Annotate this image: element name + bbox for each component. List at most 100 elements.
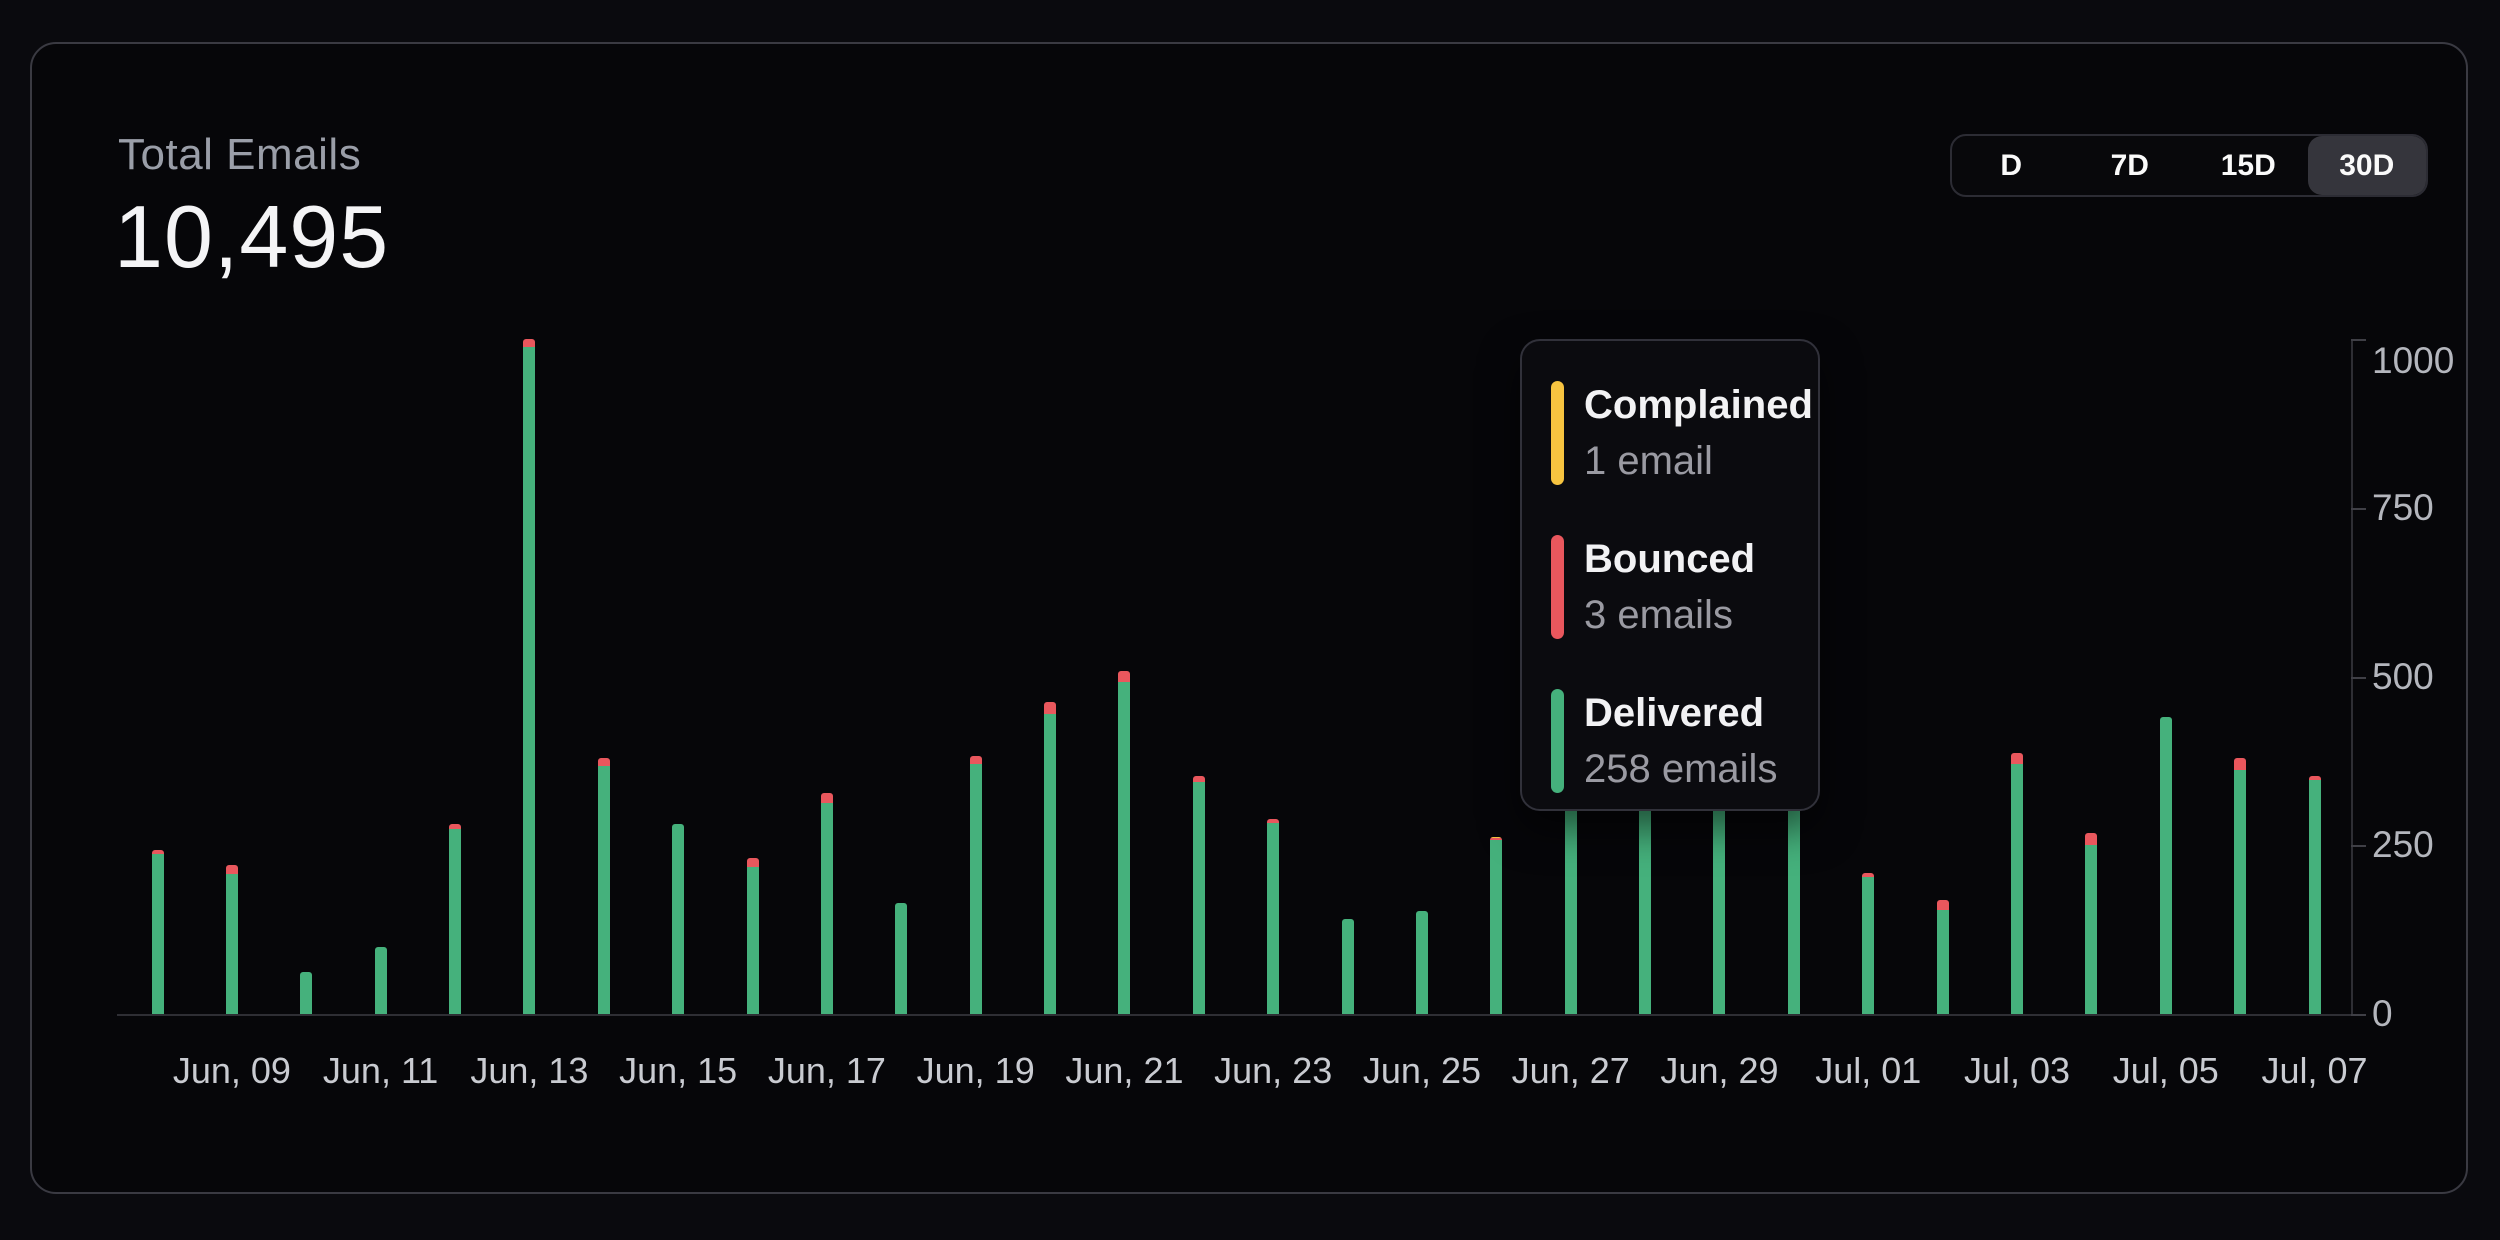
y-tick-mark [2351, 339, 2366, 341]
bar-segment-delivered [1192, 782, 1205, 1014]
bar-segment-delivered [449, 829, 462, 1014]
bar-segment-bounced [1490, 837, 1503, 840]
chart-tooltip: Complained 1 email Bounced 3 emails Delivere… [1520, 339, 1820, 811]
y-tick-label: 1000 [2372, 340, 2455, 381]
bar-segment-delivered [895, 903, 908, 1014]
bar-jun-09[interactable] [225, 864, 238, 1014]
bar-segment-delivered [1267, 822, 1280, 1014]
bar-segment-delivered [1490, 839, 1503, 1014]
bar-jun-13[interactable] [523, 339, 536, 1014]
bar-segment-bounced [1267, 818, 1280, 823]
bar-jun-11[interactable] [374, 947, 387, 1014]
tooltip-series-label: Bounced [1584, 537, 1756, 581]
bar-segment-delivered [2308, 779, 2321, 1014]
x-axis-line [117, 1014, 2353, 1016]
delivered-swatch-icon [1551, 689, 1564, 793]
tooltip-series-label: Complained [1584, 383, 1813, 427]
bar-segment-delivered [374, 947, 387, 1014]
x-tick-label: Jun, 27 [1511, 1050, 1630, 1091]
bar-jul-03[interactable] [2011, 752, 2023, 1014]
x-tick-label: Jul, 01 [1815, 1050, 1922, 1091]
bar-jun-17[interactable] [820, 793, 833, 1014]
bar-segment-bounced [523, 339, 536, 348]
bar-jul-04[interactable] [2085, 833, 2098, 1014]
bar-segment-bounced [820, 793, 833, 804]
bar-segment-delivered [1044, 714, 1057, 1014]
bar-jun-08[interactable] [151, 849, 164, 1014]
bar-segment-bounced [2085, 833, 2098, 846]
bar-segment-delivered [1936, 910, 1949, 1014]
bar-jun-19[interactable] [969, 756, 982, 1014]
bar-segment-delivered [1118, 681, 1131, 1014]
range-option-7d[interactable]: 7D [2071, 136, 2190, 195]
x-tick-label: Jun, 13 [470, 1050, 589, 1091]
bar-segment-bounced [1936, 899, 1949, 911]
range-option-30d[interactable]: 30D [2307, 136, 2426, 195]
bar-jun-18[interactable] [895, 903, 908, 1014]
bar-segment-delivered [969, 764, 982, 1014]
bar-segment-delivered [151, 854, 164, 1014]
x-tick-label: Jun, 29 [1660, 1050, 1779, 1091]
complained-swatch-icon [1551, 381, 1564, 485]
y-tick-mark [2351, 845, 2366, 848]
bar-jun-23[interactable] [1267, 818, 1280, 1014]
x-tick-label: Jun, 23 [1214, 1050, 1333, 1091]
tooltip-texts: Bounced 3 emails [1584, 531, 1755, 643]
bar-segment-delivered [2011, 763, 2023, 1014]
bar-segment-delivered [2085, 845, 2098, 1014]
tooltip-texts: Delivered 258 emails [1584, 685, 1777, 797]
tooltip-texts: Complained 1 email [1584, 377, 1813, 489]
bar-segment-delivered [597, 766, 610, 1014]
bar-segment-delivered [2159, 717, 2172, 1014]
bar-segment-bounced [2234, 758, 2247, 770]
bar-chart: 0 250 500 750 1000 Jun, 09 Jun, 11 Jun, 13 Jun, … [32, 44, 2466, 1192]
x-tick-label: Jun, 25 [1362, 1050, 1481, 1091]
total-emails-value: 10,495 [114, 187, 390, 286]
bar-jun-22[interactable] [1192, 776, 1205, 1014]
range-option-d[interactable]: D [1952, 136, 2071, 195]
x-tick-label: Jun, 21 [1065, 1050, 1184, 1091]
tooltip-entry-bounced: Bounced 3 emails [1551, 531, 1798, 643]
bar-segment-bounced [1862, 872, 1875, 877]
bar-jun-21[interactable] [1118, 671, 1131, 1014]
tooltip-entry-complained: Complained 1 email [1551, 377, 1813, 489]
y-tick-mark [2351, 1014, 2366, 1016]
bar-jun-10[interactable] [300, 972, 313, 1014]
bar-jun-12[interactable] [449, 824, 462, 1014]
x-tick-label: Jun, 09 [172, 1050, 291, 1091]
bar-segment-bounced [1118, 671, 1131, 682]
bar-jul-02[interactable] [1936, 899, 1949, 1014]
bar-jun-15[interactable] [672, 823, 685, 1014]
bar-jul-01[interactable] [1862, 872, 1875, 1014]
y-tick-label: 750 [2372, 486, 2434, 528]
bar-jun-14[interactable] [597, 758, 610, 1014]
bar-jun-24[interactable] [1341, 918, 1354, 1014]
bar-jul-07[interactable] [2308, 775, 2321, 1014]
bar-segment-bounced [2308, 775, 2321, 780]
x-tick-label: Jul, 05 [2112, 1050, 2219, 1091]
bar-jun-25[interactable] [1415, 910, 1428, 1014]
x-tick-label: Jul, 07 [2261, 1050, 2368, 1091]
y-tick-label: 0 [2372, 993, 2393, 1034]
x-tick-label: Jun, 19 [916, 1050, 1035, 1091]
x-tick-label: Jul, 03 [1963, 1050, 2071, 1091]
bar-segment-bounced [969, 756, 982, 765]
tooltip-series-value: 258 emails [1584, 747, 1778, 791]
bar-jun-16[interactable] [746, 858, 759, 1014]
bar-jun-20[interactable] [1044, 702, 1057, 1014]
bar-jul-06[interactable] [2234, 758, 2247, 1014]
bar-segment-delivered [1862, 876, 1875, 1014]
bar-segment-bounced [449, 824, 462, 830]
bar-jul-05[interactable] [2159, 717, 2172, 1014]
bar-segment-bounced [151, 849, 164, 855]
bar-jun-26[interactable] [1490, 837, 1503, 1014]
bar-segment-delivered [1415, 910, 1428, 1014]
bounced-swatch-icon [1551, 535, 1564, 639]
bar-segment-delivered [672, 823, 685, 1014]
bar-segment-delivered [2234, 769, 2247, 1014]
bar-segment-delivered [1341, 918, 1354, 1014]
bar-segment-complained [1490, 837, 1503, 838]
range-option-15d[interactable]: 15D [2189, 136, 2308, 195]
tooltip-series-value: 3 emails [1584, 593, 1733, 637]
